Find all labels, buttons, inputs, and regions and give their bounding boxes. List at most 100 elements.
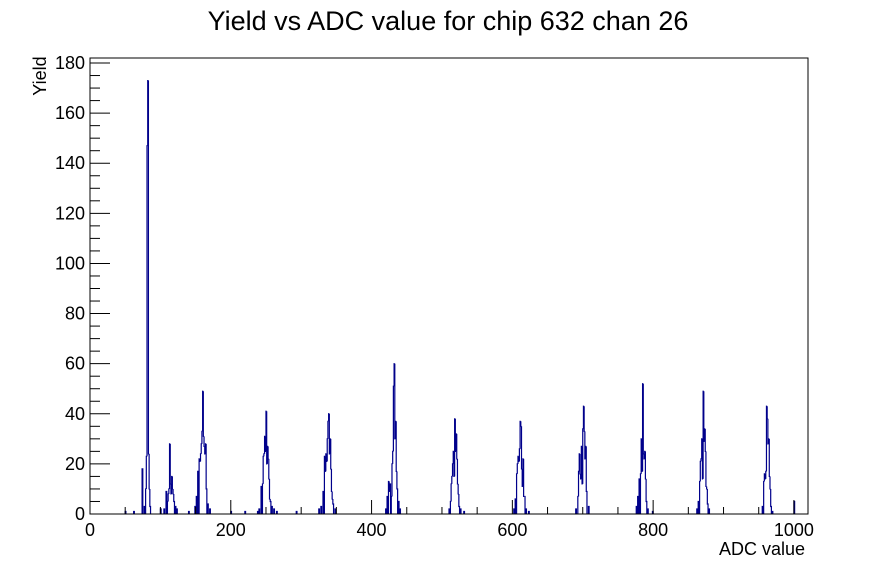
histogram-bin <box>393 363 395 387</box>
histogram-bin <box>518 448 521 462</box>
histogram-bin <box>195 495 198 514</box>
histogram-bin <box>637 495 639 514</box>
histogram-bin <box>644 451 647 480</box>
histogram-bin <box>332 498 335 514</box>
histogram-bin <box>163 508 166 514</box>
y-tick-label: 60 <box>65 354 85 374</box>
y-tick-label: 140 <box>55 153 85 173</box>
histogram-bin <box>267 446 269 460</box>
histogram-bin <box>327 420 329 439</box>
histogram-bin <box>646 508 649 514</box>
histogram-bin <box>386 495 389 514</box>
histogram-bin <box>201 430 203 444</box>
histogram-bin <box>203 436 205 447</box>
histogram-bin <box>271 505 273 514</box>
histogram-bin <box>330 468 333 493</box>
histogram-bin <box>518 456 520 462</box>
histogram-bin <box>325 453 327 472</box>
histogram-bin <box>454 418 456 477</box>
histogram-bin <box>456 433 458 460</box>
histogram-bin <box>463 510 466 514</box>
histogram-bin <box>268 458 270 480</box>
histogram-bin <box>325 453 328 462</box>
histogram-bin <box>703 428 706 442</box>
histogram-bin <box>449 500 452 514</box>
histogram-bin <box>141 468 144 514</box>
histogram-bin <box>708 508 711 514</box>
histogram-bin <box>641 383 644 472</box>
histogram-bin <box>146 145 148 457</box>
histogram-bin <box>458 493 461 514</box>
histogram-bin <box>169 443 171 485</box>
x-tick-label: 0 <box>85 520 95 540</box>
x-tick-label: 800 <box>638 520 668 540</box>
histogram-bin <box>582 428 584 484</box>
y-axis-label: Yield <box>30 56 50 95</box>
histogram-bin <box>585 446 588 514</box>
histogram-bin <box>206 503 209 514</box>
histogram-bin <box>697 500 700 514</box>
histogram-bin <box>388 481 390 493</box>
histogram-bin <box>448 508 451 514</box>
plot-frame <box>89 57 809 515</box>
histogram-bin <box>260 485 263 514</box>
histogram-bin <box>244 510 247 514</box>
histogram-bin <box>165 490 168 514</box>
x-tick-label: 600 <box>497 520 527 540</box>
histogram-bin <box>324 456 326 473</box>
histogram-bin <box>763 473 766 482</box>
histogram-bin <box>329 438 331 454</box>
histogram-bin <box>197 470 200 514</box>
histogram-bin <box>522 458 524 487</box>
y-tick-label: 0 <box>75 504 85 524</box>
histogram-bin <box>273 508 276 514</box>
histogram-bin <box>520 426 523 470</box>
histogram-bin <box>578 453 580 472</box>
histogram-bin <box>641 438 643 473</box>
histogram-bin <box>147 80 150 455</box>
histogram-bin <box>765 470 767 479</box>
histogram-bin <box>166 500 169 514</box>
histogram-bin <box>514 498 517 514</box>
histogram-bin <box>701 438 703 459</box>
histogram-bin <box>389 483 392 514</box>
y-tick-label: 120 <box>55 203 85 223</box>
histogram-bin <box>451 463 454 477</box>
histogram-bin <box>204 443 207 454</box>
histogram-bin <box>763 480 765 514</box>
histogram-bin <box>770 488 772 514</box>
histogram-bin <box>175 508 178 514</box>
histogram-bin <box>577 470 580 497</box>
histogram-bin <box>577 495 579 514</box>
x-tick-label: 1000 <box>774 520 814 540</box>
histogram-bin <box>256 510 259 514</box>
histogram-bin <box>258 508 261 514</box>
histogram-bin <box>455 433 457 452</box>
histogram-bin <box>173 493 176 514</box>
histogram-bin <box>275 510 278 514</box>
histogram-bin <box>516 463 518 474</box>
histogram-bin <box>149 488 152 514</box>
y-tick-label: 40 <box>65 404 85 424</box>
histogram-bin <box>205 443 208 514</box>
histogram-bin <box>199 458 201 462</box>
histogram-bin <box>167 493 169 502</box>
histogram-bin <box>390 495 392 514</box>
histogram-bin <box>525 508 528 514</box>
histogram-bin <box>705 451 707 488</box>
histogram-bars <box>124 79 796 514</box>
histogram-bin <box>174 505 177 514</box>
histogram-bin <box>392 385 395 452</box>
y-tick-label: 160 <box>55 103 85 123</box>
histogram-bin <box>642 383 644 455</box>
histogram-bin <box>451 475 453 484</box>
histogram-bin <box>330 438 332 470</box>
histogram-bin <box>521 468 523 488</box>
histogram-bin <box>261 483 264 514</box>
histogram-bin <box>391 463 393 497</box>
histogram-bin <box>320 505 323 514</box>
histogram-bin <box>703 391 705 442</box>
histogram-bin <box>459 508 462 514</box>
histogram-bin <box>168 443 171 489</box>
